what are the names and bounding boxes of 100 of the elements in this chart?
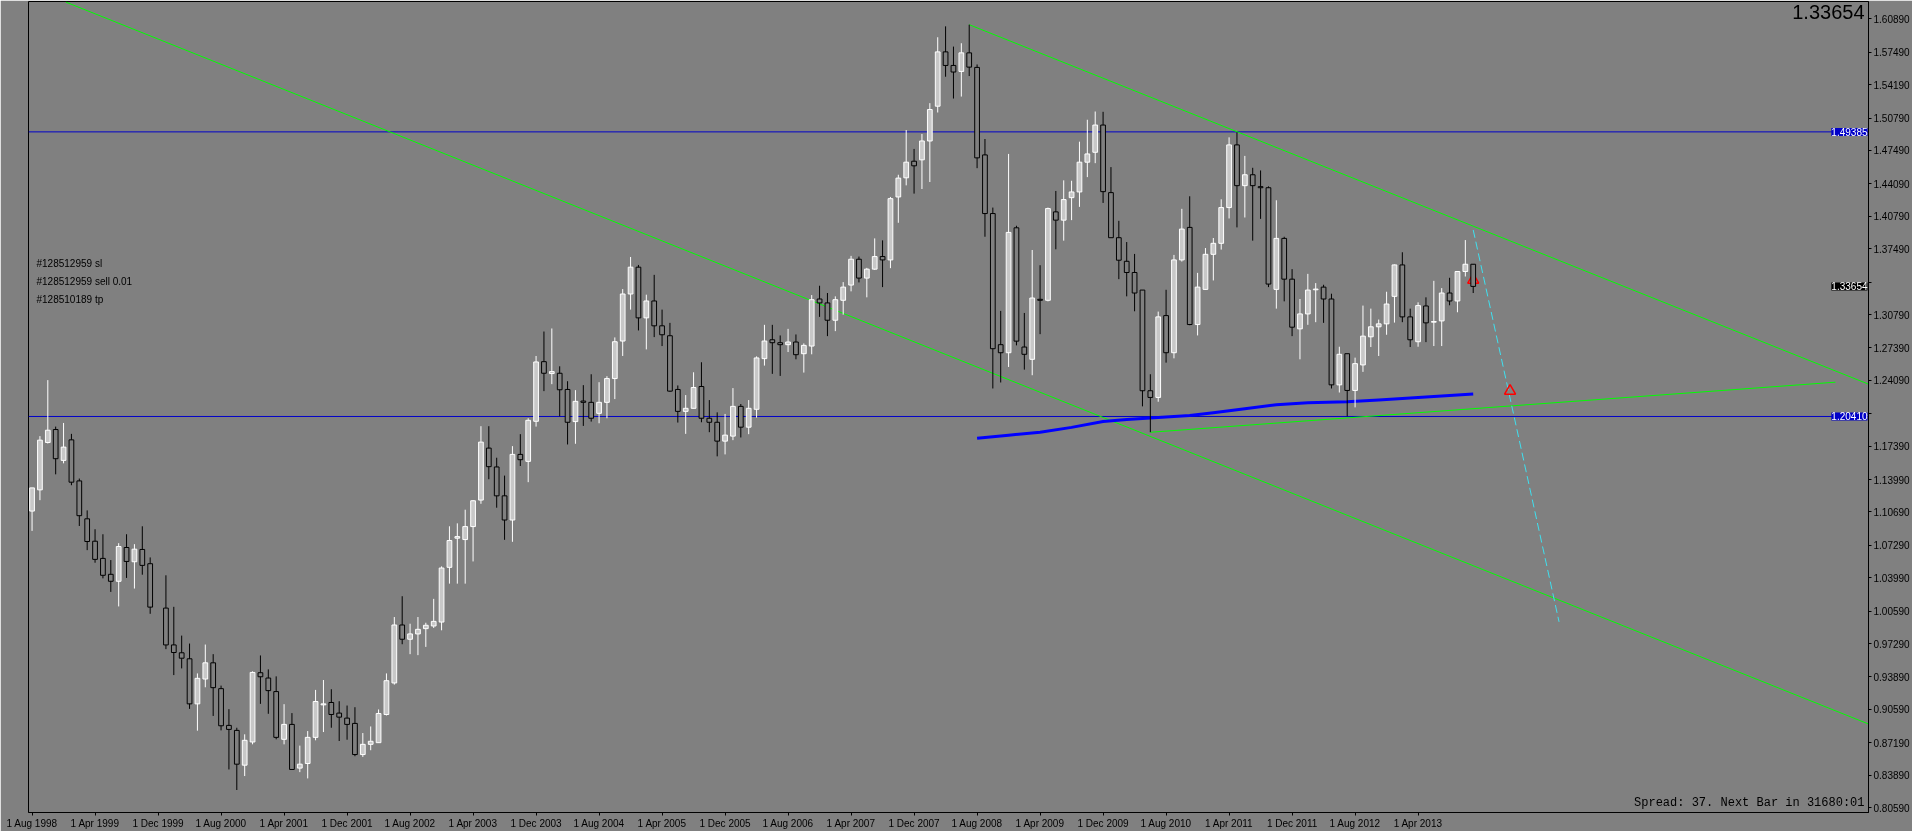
candlestick — [422, 622, 429, 648]
candlestick — [399, 595, 406, 645]
candlestick — [919, 133, 925, 190]
candlestick — [1115, 220, 1122, 280]
candlestick — [1084, 119, 1091, 178]
y-tick-label: 1.44090 — [1873, 178, 1911, 190]
candlestick — [100, 533, 106, 579]
candlestick — [1297, 298, 1303, 360]
candlestick — [832, 295, 839, 332]
candlestick — [296, 745, 303, 773]
x-tick-label: 1 Apr 2013 — [1393, 817, 1443, 829]
candlestick — [407, 623, 413, 655]
y-tick-label: 1.03990 — [1873, 572, 1911, 584]
candlestick — [706, 399, 713, 433]
candlestick — [1470, 263, 1477, 294]
candlestick — [556, 365, 563, 417]
x-tick-label: 1 Apr 2007 — [826, 817, 876, 829]
candlestick — [793, 333, 799, 360]
annotation: #128512959 sell 0.01 — [36, 276, 133, 287]
y-tick-label: 1.57490 — [1873, 47, 1911, 59]
y-tick-label: 0.97290 — [1873, 638, 1911, 650]
candlestick — [572, 389, 579, 445]
candlestick — [958, 42, 965, 98]
candlestick — [1367, 308, 1374, 348]
candlestick — [265, 668, 272, 715]
candlestick — [1210, 237, 1217, 281]
y-tick-label: 1.30790 — [1873, 309, 1911, 321]
candlestick — [1060, 179, 1067, 242]
candlestick — [1304, 273, 1311, 326]
candlestick — [1037, 264, 1043, 335]
annotation: Spread: 37. Next Bar in 31680:01 — [1634, 795, 1865, 810]
candlestick — [367, 725, 374, 751]
x-tick-label: 1 Dec 2007 — [888, 817, 941, 829]
candlestick — [863, 267, 870, 298]
x-tick-label: 1 Apr 2005 — [637, 817, 687, 829]
candlestick — [1052, 190, 1059, 250]
candlestick — [517, 433, 524, 467]
x-tick-label: 1 Dec 2003 — [510, 817, 563, 829]
candlestick — [548, 327, 555, 385]
candlestick — [1068, 180, 1075, 221]
candlestick — [604, 375, 610, 419]
candlestick — [1021, 312, 1028, 371]
candlestick — [596, 381, 602, 424]
candlestick — [344, 705, 350, 741]
annotation: #128512959 sl — [36, 258, 103, 269]
candlestick — [777, 334, 784, 377]
candlestick — [1423, 296, 1429, 343]
annotation: 1.33654 — [1831, 281, 1868, 293]
candlestick — [1383, 291, 1390, 336]
candlestick — [1147, 373, 1154, 433]
y-tick-label: 1.17390 — [1873, 441, 1911, 453]
candlestick — [1320, 284, 1327, 324]
x-tick-label: 1 Apr 2003 — [448, 817, 498, 829]
candlestick — [643, 294, 650, 350]
candlestick — [690, 371, 697, 409]
candlestick — [895, 174, 902, 224]
candlestick — [966, 24, 973, 77]
x-tick-label: 1 Aug 1998 — [6, 817, 58, 829]
candlestick — [1407, 308, 1414, 348]
candlestick — [840, 281, 847, 316]
candlestick — [722, 413, 728, 455]
candlestick — [659, 309, 665, 347]
candlestick — [328, 688, 335, 729]
candlestick — [415, 616, 421, 656]
candlestick — [1241, 155, 1248, 218]
y-tick-label: 1.40790 — [1873, 211, 1911, 223]
x-tick-label: 1 Aug 2004 — [573, 817, 625, 829]
x-tick-label: 1 Aug 2008 — [951, 817, 1003, 829]
x-tick-label: 1 Dec 2005 — [699, 817, 752, 829]
y-tick-label: 0.80590 — [1873, 802, 1911, 814]
candlestick — [588, 373, 595, 423]
y-tick-label: 1.50790 — [1873, 113, 1911, 125]
y-tick-label: 0.90590 — [1873, 704, 1911, 716]
candlestick — [769, 324, 776, 375]
candlestick — [170, 606, 177, 676]
ref-line-label: 1.20410 — [1831, 411, 1868, 423]
x-tick-label: 1 Apr 1999 — [70, 817, 120, 829]
annotation: #128510189 tp — [36, 294, 104, 305]
candlestick — [1312, 282, 1319, 323]
candlestick — [281, 703, 287, 745]
candlestick — [202, 644, 209, 688]
candlestick — [997, 310, 1004, 383]
x-tick-label: 1 Aug 2006 — [762, 817, 814, 829]
x-tick-label: 1 Aug 2002 — [384, 817, 436, 829]
y-tick-label: 1.07290 — [1873, 540, 1911, 552]
candlestick — [785, 328, 791, 353]
candlestick — [682, 394, 689, 435]
candlestick — [903, 129, 910, 186]
x-tick-label: 1 Aug 2012 — [1329, 817, 1381, 829]
candlestick — [462, 509, 469, 585]
candlestick — [911, 148, 917, 195]
y-tick-label: 1.10690 — [1873, 506, 1911, 518]
ref-line-label: 1.49385 — [1831, 126, 1868, 138]
candlestick — [674, 384, 681, 424]
candlestick — [737, 403, 744, 438]
y-tick-label: 0.83890 — [1873, 770, 1911, 782]
y-tick-label: 1.13990 — [1873, 474, 1911, 486]
x-tick-label: 1 Dec 2009 — [1077, 817, 1130, 829]
candlestick — [1446, 277, 1453, 306]
y-tick-label: 1.37490 — [1873, 243, 1911, 255]
